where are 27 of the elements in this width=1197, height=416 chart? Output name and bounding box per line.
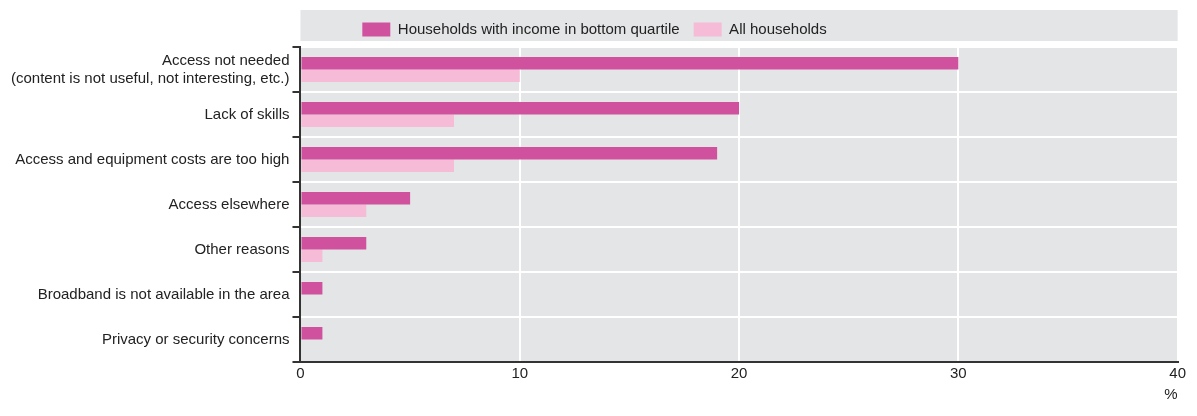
bar: [301, 249, 323, 263]
bar: [301, 204, 367, 218]
bar: [301, 326, 323, 340]
y-tick-label: Lack of skills: [204, 104, 290, 122]
legend-label: Households with income in bottom quartile: [397, 19, 680, 37]
bar: [301, 114, 454, 128]
legend-label: All households: [729, 19, 827, 37]
x-axis-title: %: [1164, 385, 1178, 403]
y-tick-label: Access and equipment costs are too high: [15, 149, 290, 167]
bar: [301, 191, 411, 205]
bar: [301, 56, 959, 70]
x-tick-label: 0: [296, 364, 305, 382]
y-tick-label: Broadband is not available in the area: [37, 284, 291, 302]
bar: [301, 236, 367, 250]
x-tick-label: 10: [511, 364, 529, 382]
x-tick-label: 40: [1169, 364, 1186, 382]
y-tick-label: Other reasons: [194, 239, 290, 257]
y-tick-label: Access elsewhere: [168, 194, 290, 212]
bar: [301, 69, 520, 83]
y-tick-label: Access not needed (content is not useful, not interesting, etc.): [11, 50, 290, 86]
bar: [301, 146, 718, 160]
bar: [301, 159, 454, 173]
x-tick-label: 30: [950, 364, 967, 382]
y-tick-label: Privacy or security concerns: [101, 329, 290, 347]
x-tick-label: 20: [730, 364, 748, 382]
bar: [301, 281, 323, 295]
bar: [301, 101, 740, 115]
